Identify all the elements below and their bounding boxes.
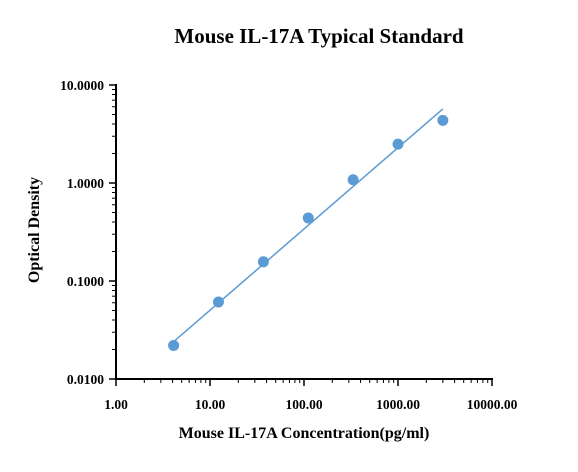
data-point	[212, 296, 224, 308]
y-axis-label: Optical Density	[26, 177, 43, 283]
x-tick-label: 10.00	[195, 397, 226, 412]
x-tick-label: 1000.00	[376, 397, 420, 412]
x-tick-label: 100.00	[285, 397, 322, 412]
x-axis-label: Mouse IL-17A Concentration(pg/ml)	[179, 425, 430, 442]
chart-title: Mouse IL-17A Typical Standard	[174, 24, 464, 48]
data-point	[347, 174, 359, 186]
y-tick-label: 0.0100	[67, 372, 104, 387]
data-point	[168, 339, 180, 351]
data-point	[257, 256, 269, 268]
y-tick-label: 10.0000	[60, 78, 104, 93]
x-tick-label: 1.00	[104, 397, 128, 412]
data-point	[437, 114, 449, 126]
data-point	[302, 212, 314, 224]
x-tick-label: 10000.00	[467, 397, 518, 412]
y-tick-label: 1.0000	[67, 176, 104, 191]
y-tick-label: 0.1000	[67, 274, 104, 289]
plot-area: 1.00 10.00 100.00 1000.00 10000.00 0.0100 0.10…	[60, 78, 517, 412]
data-point	[392, 138, 404, 150]
